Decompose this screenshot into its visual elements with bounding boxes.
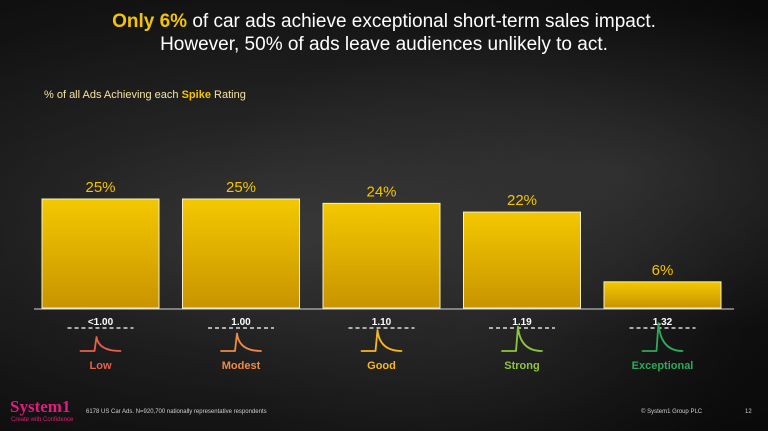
bar-modest (182, 198, 300, 309)
category-label-modest: Modest (222, 360, 261, 372)
category-label-strong: Strong (504, 360, 539, 372)
spike-icon (360, 329, 403, 352)
spike-threshold-label: 1.32 (653, 317, 673, 328)
title-line-2: However, 50% of ads leave audiences unli… (160, 34, 608, 55)
page-title: Only 6% of car ads achieve exceptional s… (0, 10, 768, 56)
spike-icon (220, 332, 262, 352)
brand-tagline: Create with Confidence (11, 417, 74, 423)
bar-good (322, 202, 441, 309)
chart-subtitle: % of all Ads Achieving each Spike Rating (44, 89, 246, 101)
title-line-1: Only 6% of car ads achieve exceptional s… (0, 10, 768, 33)
subtitle-suffix: Rating (210, 89, 246, 101)
bar-value-label: 22% (507, 192, 537, 209)
bar-value-label: 25% (226, 179, 256, 196)
brand-logo: System1 (10, 397, 71, 416)
spike-threshold-label: 1.00 (231, 317, 251, 328)
copyright: © System1 Group PLC (641, 409, 703, 415)
spike-icon (501, 325, 543, 352)
bar-value-label: 6% (652, 262, 674, 279)
subtitle-prefix: % of all Ads Achieving each (44, 89, 182, 101)
bar-value-label: 24% (366, 183, 396, 200)
spike-icon (79, 336, 122, 352)
bar-low (41, 198, 160, 309)
category-label-exceptional: Exceptional (632, 360, 694, 372)
title-text: of car ads achieve exceptional short-ter… (187, 11, 656, 32)
spike-threshold-label: 1.10 (372, 317, 392, 328)
title-highlight: Only 6% (112, 11, 188, 32)
subtitle-highlight: Spike (181, 89, 211, 101)
spike-threshold-label: <1.00 (88, 317, 114, 328)
bar-strong (463, 211, 581, 309)
spike-icon (641, 322, 684, 352)
spike-threshold-label: 1.19 (512, 317, 532, 328)
page-number: 12 (745, 409, 752, 415)
bar-exceptional (603, 281, 722, 309)
category-label-good: Good (367, 360, 396, 372)
bar-value-label: 25% (85, 179, 115, 196)
category-label-low: Low (90, 360, 112, 372)
footnote: 6178 US Car Ads. N=920,700 nationally re… (86, 409, 267, 415)
